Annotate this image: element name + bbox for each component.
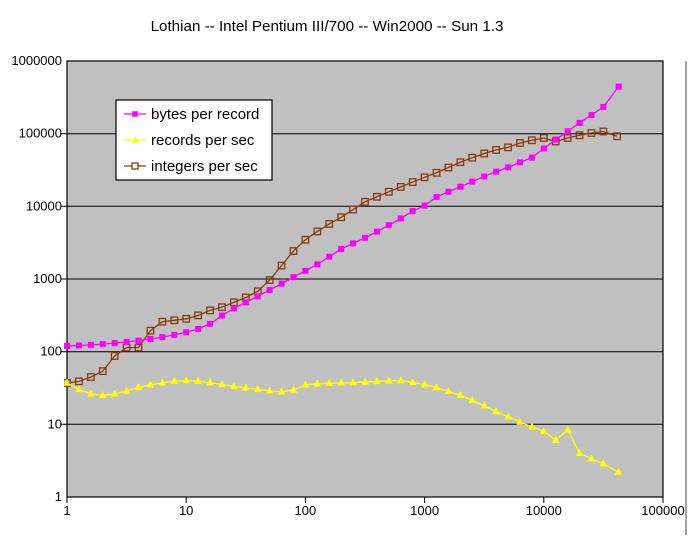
svg-text:1: 1 (55, 489, 62, 504)
svg-text:records per sec: records per sec (151, 132, 255, 149)
svg-text:integers per sec: integers per sec (151, 158, 258, 175)
svg-text:1000: 1000 (33, 271, 62, 286)
svg-text:bytes per record: bytes per record (151, 106, 259, 123)
svg-text:100: 100 (40, 344, 62, 359)
svg-text:1: 1 (63, 503, 70, 518)
svg-text:10: 10 (48, 416, 62, 431)
svg-text:1000000: 1000000 (11, 53, 62, 68)
svg-text:Lothian -- Intel Pentium III/7: Lothian -- Intel Pentium III/700 -- Win2… (151, 18, 504, 35)
svg-text:100: 100 (295, 503, 317, 518)
svg-text:100000: 100000 (19, 126, 62, 141)
svg-text:1000: 1000 (410, 503, 439, 518)
svg-text:10: 10 (179, 503, 193, 518)
svg-text:10000: 10000 (26, 198, 62, 213)
svg-text:10000: 10000 (526, 503, 562, 518)
svg-text:100000: 100000 (641, 503, 684, 518)
